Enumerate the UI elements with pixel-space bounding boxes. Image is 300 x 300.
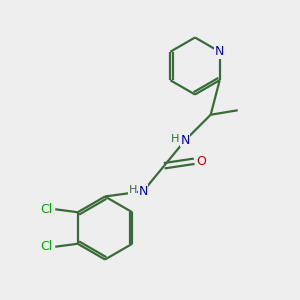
Text: N: N xyxy=(139,185,148,198)
Text: H: H xyxy=(170,134,179,144)
Text: Cl: Cl xyxy=(41,203,53,216)
Text: Cl: Cl xyxy=(41,240,53,253)
Text: H: H xyxy=(128,185,137,195)
Text: O: O xyxy=(196,155,206,168)
Text: N: N xyxy=(215,45,224,58)
Text: N: N xyxy=(181,134,190,147)
